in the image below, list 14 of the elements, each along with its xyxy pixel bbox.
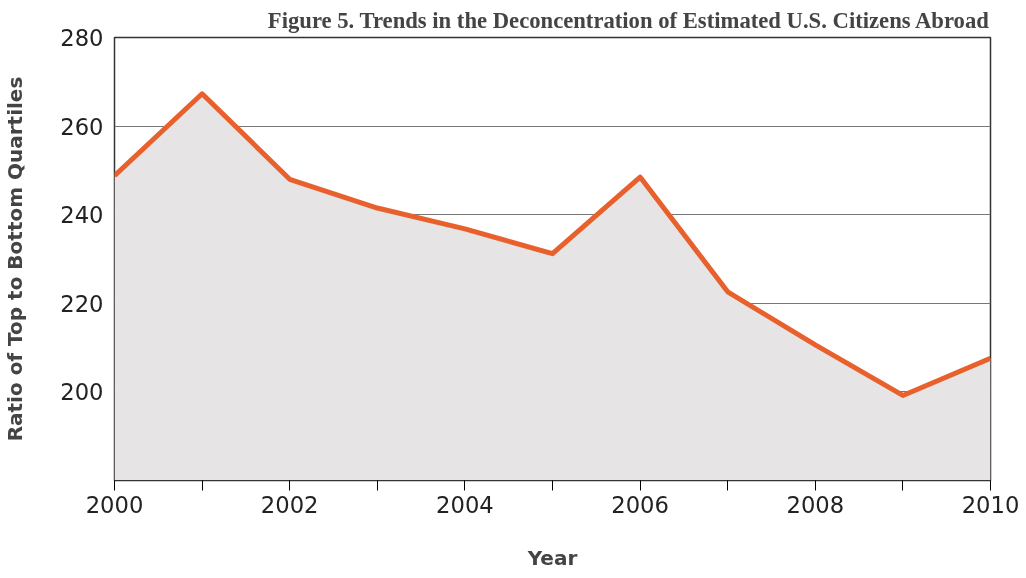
x-tick-label: 2002 bbox=[260, 491, 319, 518]
y-tick-label: 240 bbox=[60, 202, 104, 229]
y-tick-label: 280 bbox=[60, 25, 104, 51]
y-tick-label: 200 bbox=[60, 379, 104, 406]
x-tick-label: 2008 bbox=[786, 491, 845, 518]
x-tick-label: 2004 bbox=[436, 491, 494, 518]
chart-title: Figure 5. Trends in the Deconcentration of Estimated U.S. Citizens Abroad bbox=[267, 7, 990, 33]
y-tick-label: 220 bbox=[60, 290, 104, 317]
y-axis-title: Ratio of Top to Bottom Quartiles bbox=[3, 76, 28, 442]
x-tick-label: 2000 bbox=[85, 491, 144, 518]
y-tick-label: 260 bbox=[60, 113, 104, 140]
x-tick-label: 2010 bbox=[961, 491, 1020, 518]
x-tick-label: 2006 bbox=[611, 491, 669, 518]
x-axis-title: Year bbox=[526, 545, 578, 570]
